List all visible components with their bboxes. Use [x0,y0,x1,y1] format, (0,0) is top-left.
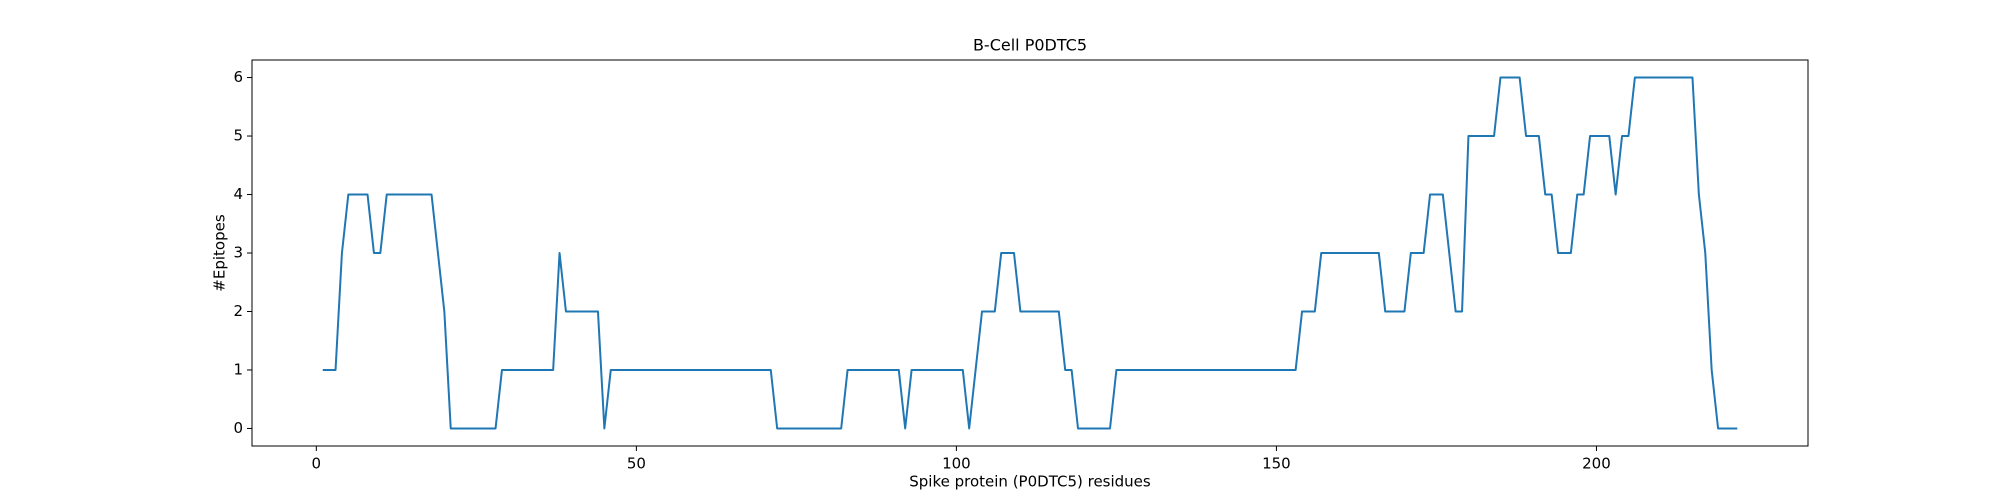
x-tick-label: 200 [1582,455,1611,473]
x-tick-label: 0 [312,455,322,473]
x-tick-label: 150 [1262,455,1291,473]
y-tick-label: 5 [233,127,243,145]
y-tick-label: 0 [233,419,243,437]
y-tick-label: 3 [233,244,243,262]
x-axis-label: Spike protein (P0DTC5) residues [909,473,1151,491]
y-axis-label: #Epitopes [211,214,229,292]
y-tick-label: 6 [233,68,243,86]
x-tick-label: 100 [942,455,971,473]
y-tick-label: 1 [233,360,243,378]
y-tick-label: 4 [233,185,243,203]
y-tick-label: 2 [233,302,243,320]
data-line [322,76,1738,430]
plot-frame [251,59,1809,447]
chart-title: B-Cell P0DTC5 [973,36,1087,55]
x-tick-label: 50 [627,455,646,473]
